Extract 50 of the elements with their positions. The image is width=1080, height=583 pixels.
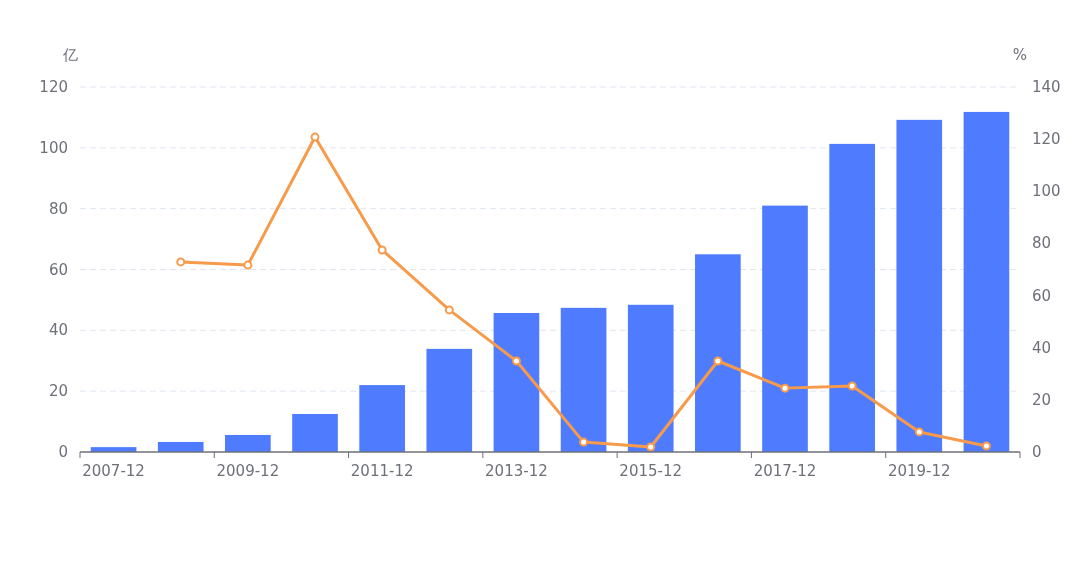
bar <box>762 205 808 452</box>
y-tick-label: 40 <box>48 321 68 340</box>
bar <box>963 111 1010 452</box>
y-tick-label: 20 <box>48 382 68 401</box>
bar <box>157 441 204 452</box>
y-tick-label: 80 <box>48 199 68 218</box>
point <box>847 381 857 391</box>
point <box>579 437 589 447</box>
point <box>377 245 387 255</box>
bar <box>896 119 943 452</box>
x-tick-label: 2009-12 <box>216 462 280 480</box>
y2-tick-label: 140 <box>1032 78 1061 96</box>
bar <box>225 434 271 452</box>
y2-tick-label: 0 <box>1032 443 1042 461</box>
point <box>713 356 723 366</box>
x-tick-label: 2019-12 <box>887 462 951 480</box>
point <box>914 427 924 437</box>
y2-tick-label: 20 <box>1032 390 1052 409</box>
bar <box>829 143 875 452</box>
y2-tick-label: 100 <box>1032 182 1061 201</box>
point <box>981 441 991 451</box>
point <box>176 257 186 267</box>
point <box>444 305 454 315</box>
x-tick-label: 2015-12 <box>619 462 683 480</box>
y-tick-label: 100 <box>39 138 68 157</box>
bar <box>493 313 540 452</box>
x-tick-label: 2007-12 <box>82 462 145 480</box>
point <box>646 442 656 452</box>
bar <box>560 307 607 452</box>
y2-tick-label: 80 <box>1032 234 1052 253</box>
bar <box>426 348 473 452</box>
y2-tick-label: 120 <box>1032 130 1061 149</box>
point <box>310 132 320 142</box>
bar <box>627 304 674 452</box>
y-tick-label: 120 <box>39 78 68 96</box>
x-tick-label: 2011-12 <box>350 462 414 480</box>
point <box>780 383 790 393</box>
bar <box>292 413 338 452</box>
y-tick-label: 60 <box>48 260 68 279</box>
y2-tick-label: 40 <box>1032 338 1052 357</box>
bar <box>695 254 741 452</box>
x-tick-label: 2017-12 <box>753 462 817 480</box>
y2-axis-title: % <box>1012 46 1028 64</box>
point <box>511 356 521 366</box>
y-tick-label: 0 <box>58 443 68 461</box>
y2-tick-label: 60 <box>1032 286 1052 305</box>
x-tick-label: 2013-12 <box>485 462 548 480</box>
y-axis-title: 亿 <box>61 46 78 64</box>
point <box>243 260 253 270</box>
bar <box>359 385 405 452</box>
